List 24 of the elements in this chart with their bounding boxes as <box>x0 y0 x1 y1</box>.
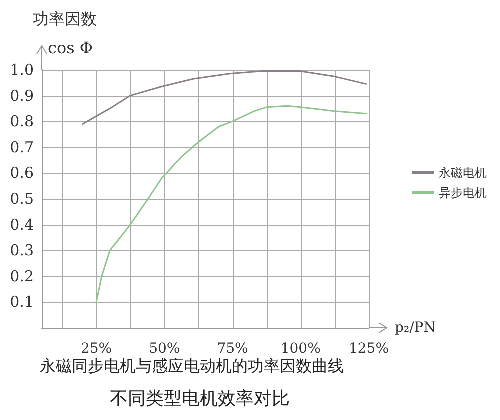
y-tick-label: 0.4 <box>10 216 34 234</box>
x-tick-label: 50% <box>149 341 180 357</box>
y-tick-label: 0.8 <box>10 112 34 131</box>
x-tick-label: 25% <box>80 341 112 357</box>
y-tick-label: 0.6 <box>10 164 34 182</box>
legend-label: 异步电机 <box>439 186 487 200</box>
chart-title: 功率因数 <box>33 10 97 28</box>
y-tick-label: 0.1 <box>10 293 34 312</box>
y-tick-label: 1.0 <box>10 61 34 79</box>
y-tick-label: 0.9 <box>10 86 34 105</box>
y-tick-label: 0.3 <box>10 242 34 260</box>
y-tick-label: 0.7 <box>10 138 34 156</box>
line-series <box>96 105 368 303</box>
x-tick-label: 100% <box>280 341 321 357</box>
y-axis-title: cos Φ <box>48 38 94 58</box>
y-tick-label: 0.5 <box>10 190 34 208</box>
x-tick-label: 75% <box>217 341 248 357</box>
line-series <box>82 70 368 125</box>
x-axis-title: p₂/PN <box>395 320 436 336</box>
text: 永磁同步电机与感应电动机的功率因数曲线 <box>40 356 344 376</box>
x-tick-label: 125% <box>348 341 390 357</box>
y-tick-label: 0.2 <box>10 267 34 286</box>
legend-label: 永磁电机 <box>439 166 487 180</box>
text: 不同类型电机效率对比 <box>110 388 290 410</box>
